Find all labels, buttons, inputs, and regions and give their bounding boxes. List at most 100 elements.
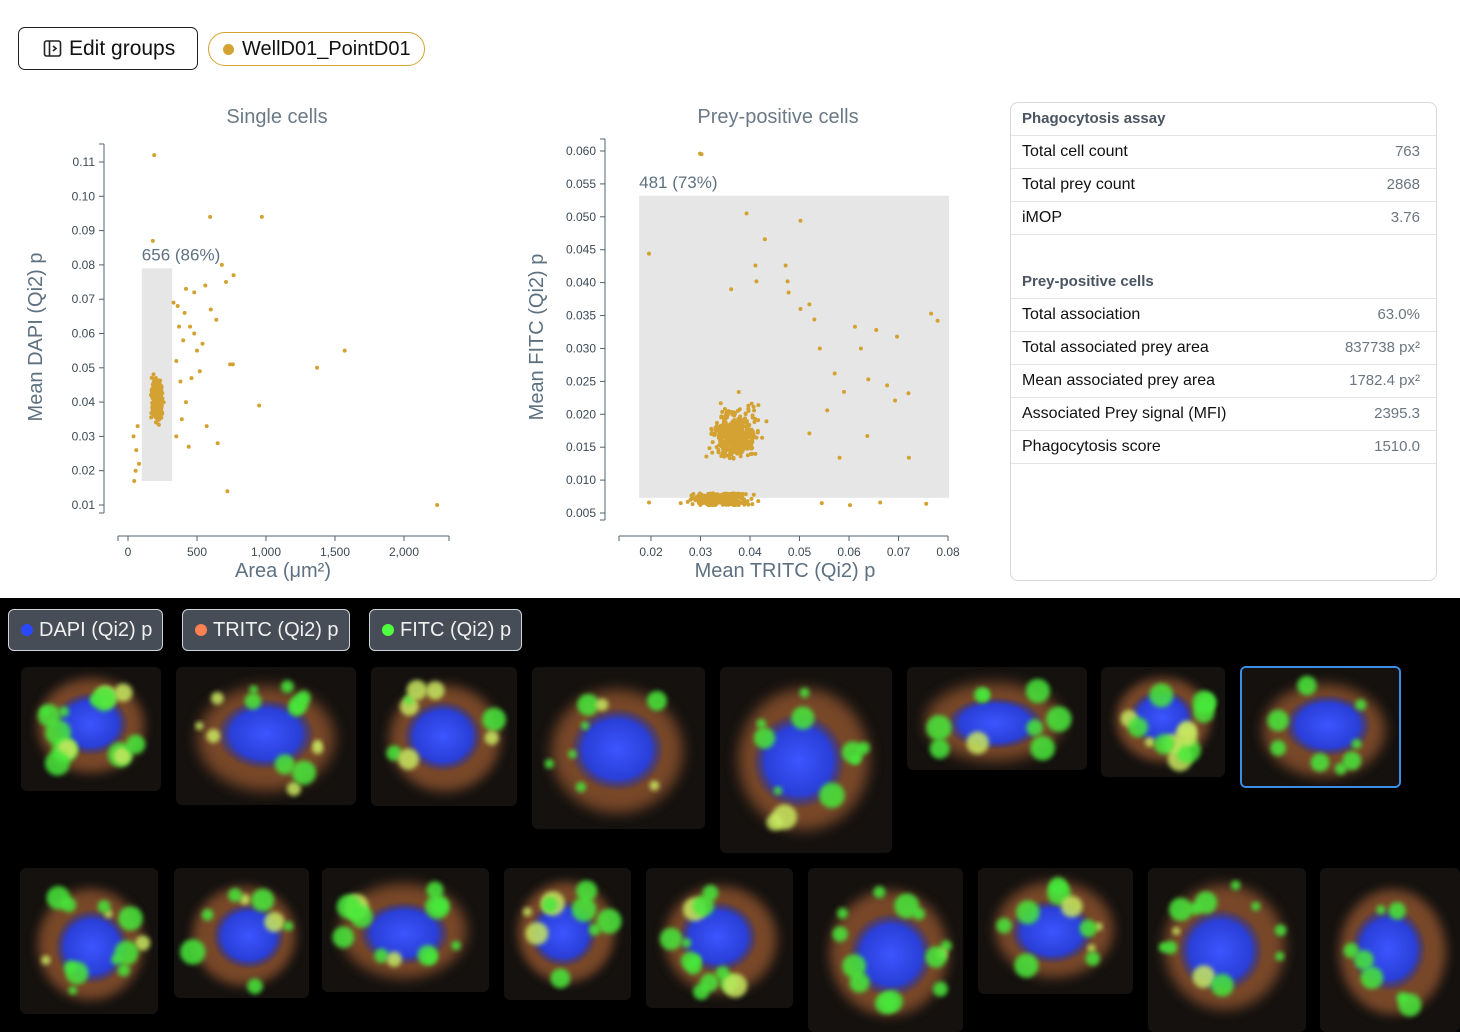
data-point [726,439,731,444]
data-point [739,417,744,422]
data-point [858,346,863,351]
cell-thumbnail[interactable] [808,868,963,1032]
cell-thumbnail[interactable] [1240,666,1401,788]
data-point [906,455,911,460]
cell-thumbnail[interactable] [21,667,161,791]
cell-thumbnail[interactable] [720,667,892,853]
cell-thumbnail[interactable] [174,868,309,998]
data-point [174,434,179,439]
x-tick-label: 1,500 [320,545,350,559]
channel-toggle-fitc[interactable]: FITC (Qi2) p [369,609,523,651]
cell-image [174,868,309,998]
data-point [699,152,704,157]
data-point [133,468,138,473]
channel-label: FITC (Qi2) p [400,618,512,641]
data-point [726,423,731,428]
x-axis-label: Mean TRITC (Qi2) p [695,560,876,582]
cell-image [978,868,1133,994]
data-point [708,500,713,505]
y-tick-label: 0.020 [566,407,596,421]
cell-thumbnail[interactable] [371,667,517,806]
data-point [798,306,803,311]
cell-thumbnail[interactable] [20,868,158,1014]
stat-row: Total associated prey area 837738 px² [1011,332,1436,365]
stat-label: Phagocytosis score [1022,438,1161,455]
stat-label: iMOP [1022,209,1062,226]
cell-thumbnail[interactable] [646,868,793,1008]
data-point [721,499,726,504]
data-point [726,409,731,414]
stat-value: 2868 [1386,176,1420,193]
data-point [736,416,741,421]
data-point [929,311,934,316]
cell-thumbnail[interactable] [532,667,705,829]
data-point [736,390,741,395]
data-point [204,424,209,429]
data-point [182,310,187,315]
data-point [685,499,690,504]
prey-positive-plot[interactable]: Prey-positive cells 481 (73%) 0.005 0.010 0.… [500,95,1000,595]
data-point [713,503,718,508]
data-point [743,492,748,497]
data-point [713,432,718,437]
data-point [225,489,230,494]
data-point [342,348,347,353]
data-point [647,251,652,256]
data-point [729,409,734,414]
single-cells-plot[interactable]: Single cells 656 (86%) 0.01 0.02 0.03 0.04 0.0… [0,95,500,595]
data-point [749,496,754,501]
data-point [711,491,716,496]
data-point [195,348,199,353]
stats-section-title: Phagocytosis assay [1011,103,1436,136]
data-point [219,262,224,267]
cell-image [907,667,1087,770]
data-point [743,411,748,416]
y-tick-label: 0.015 [566,440,596,454]
cell-thumbnail[interactable] [322,868,489,992]
cell-image [21,667,161,791]
data-point [175,304,180,309]
data-point [132,478,137,483]
data-point [733,423,738,428]
cell-thumbnail[interactable] [504,868,631,1000]
channel-label: DAPI (Qi2) p [39,618,153,641]
cell-thumbnail[interactable] [978,868,1133,994]
prey-positive-chart[interactable]: Prey-positive cells 481 (73%) 0.005 0.010 0.… [500,95,1000,595]
data-point [690,493,695,498]
x-tick-label: 0.05 [788,545,812,559]
data-point [740,491,745,496]
cell-image [1242,668,1399,786]
x-tick-label: 2,000 [389,545,419,559]
data-point [751,492,756,497]
data-point [701,500,706,505]
cell-thumbnail[interactable] [1148,868,1306,1032]
data-point [832,371,837,376]
data-point [842,389,847,394]
x-tick-label: 0.06 [837,545,861,559]
data-point [137,461,142,466]
stat-value: 2395.3 [1374,405,1420,422]
channel-toggle-tritc[interactable]: TRITC (Qi2) p [182,609,350,651]
cell-thumbnail[interactable] [1320,868,1460,1032]
edit-groups-button[interactable]: Edit groups [18,27,198,70]
data-point [906,391,911,396]
data-point [724,447,729,452]
data-point [752,420,757,425]
gate-label: 481 (73%) [639,173,717,192]
y-tick-label: 0.035 [566,309,596,323]
cell-thumbnail[interactable] [907,667,1087,770]
group-chip[interactable]: WellD01_PointD01 [208,32,425,66]
data-point [723,492,728,497]
data-point [747,429,752,434]
data-point [807,431,812,436]
data-point [744,211,749,216]
single-cells-chart[interactable]: Single cells 656 (86%) 0.01 0.02 0.03 0.04 0.0… [0,95,500,595]
data-point [183,286,188,291]
x-tick-label: 1,000 [251,545,281,559]
cell-thumbnail[interactable] [1101,667,1225,777]
stat-row: Total cell count 763 [1011,136,1436,169]
cell-thumbnail[interactable] [176,667,356,805]
data-point [874,328,879,333]
channel-toggle-dapi[interactable]: DAPI (Qi2) p [8,609,164,651]
data-point [154,420,159,425]
